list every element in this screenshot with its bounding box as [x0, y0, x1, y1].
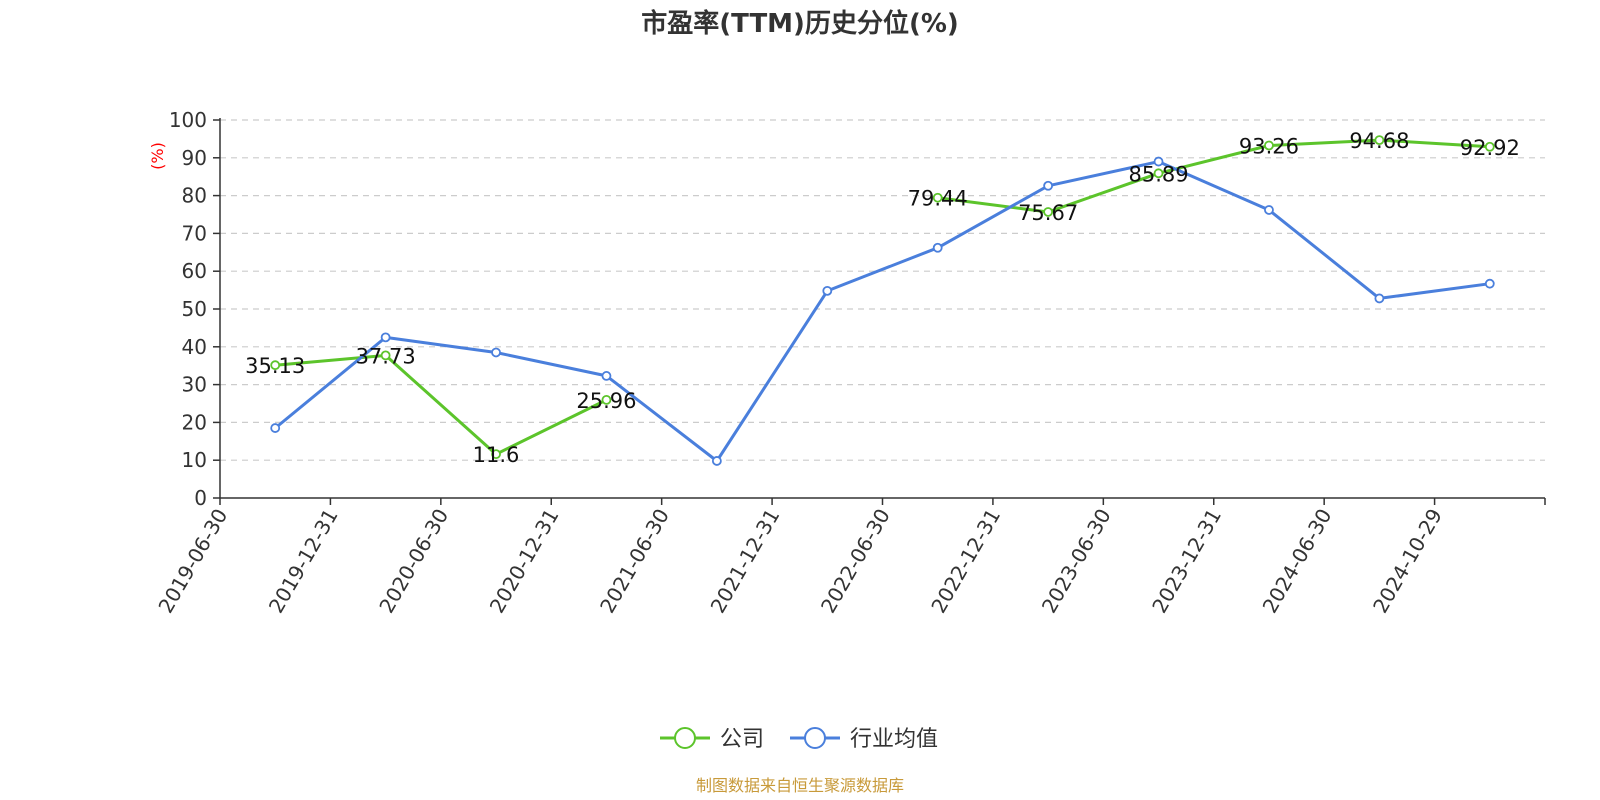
x-tick-label-11: 2024-10-29	[1368, 505, 1447, 618]
y-tick-label-0: 0	[194, 486, 207, 510]
series-1-point-6	[932, 242, 943, 253]
series-1-point-1	[380, 332, 391, 343]
series-1-point-4	[711, 456, 722, 466]
legend-marker-1	[804, 727, 826, 749]
legend[interactable]: 公司 行业均值	[660, 727, 938, 752]
x-tick-label-2: 2020-06-30	[374, 505, 453, 618]
grid-lines	[220, 119, 1545, 461]
series-line-0	[275, 138, 1490, 456]
y-tick-label-2: 20	[182, 410, 207, 434]
series-0	[270, 135, 1495, 460]
x-tick-label-0: 2019-06-30	[153, 505, 232, 618]
x-tick-label-3: 2020-12-31	[485, 505, 564, 618]
series-1-point-5	[822, 285, 833, 296]
data-label-0-0: 35.13	[245, 354, 305, 378]
series-1-point-7	[1043, 180, 1054, 191]
data-labels: 35.13 37.73 11.6 25.96 79.44 75.67 85.89 93.26 9…	[245, 129, 1520, 467]
series-1-point-0	[270, 423, 281, 433]
legend-label-1: 行业均值	[850, 727, 938, 752]
legend-item-1[interactable]: 行业均值	[790, 727, 938, 752]
x-tick-label-7: 2022-12-31	[926, 505, 1005, 618]
series-layer	[270, 135, 1495, 466]
series-0-point-10	[1374, 135, 1385, 146]
series-0-point-8	[1153, 168, 1164, 179]
x-tick-label-9: 2023-12-31	[1147, 505, 1226, 618]
y-tick-label-10: 100	[169, 108, 207, 132]
series-0-point-7	[1043, 207, 1054, 217]
data-label-0-7: 75.67	[1018, 201, 1078, 225]
data-label-0-11: 92.92	[1460, 136, 1520, 160]
data-label-0-1: 37.73	[356, 344, 416, 368]
legend-label-0: 公司	[720, 727, 764, 752]
data-label-0-9: 93.26	[1239, 134, 1299, 158]
series-0-point-9	[1264, 140, 1274, 151]
series-1-point-10	[1374, 293, 1385, 304]
y-tick-label-5: 50	[182, 297, 207, 321]
y-tick-label-4: 40	[182, 335, 207, 359]
series-1-point-8	[1153, 156, 1164, 167]
y-tick-label-6: 60	[182, 259, 207, 283]
y-tick-label-9: 90	[182, 146, 207, 170]
source-note: 制图数据来自恒生聚源数据库	[696, 776, 904, 795]
y-axis-label: (%)	[148, 142, 167, 170]
x-tick-label-4: 2021-06-30	[595, 505, 674, 618]
series-0-point-1	[380, 350, 391, 361]
x-tick-label-8: 2023-06-30	[1037, 505, 1116, 618]
series-0-point-11	[1484, 141, 1495, 152]
x-tick-label-5: 2021-12-31	[706, 505, 785, 618]
y-tick-label-8: 80	[182, 184, 207, 208]
series-line-1	[274, 160, 1490, 463]
series-0-point-0	[270, 360, 281, 371]
y-tick-label-7: 70	[182, 221, 207, 245]
legend-item-0[interactable]: 公司	[660, 727, 764, 752]
data-label-0-6: 79.44	[908, 187, 968, 211]
series-0-point-6	[932, 192, 943, 203]
x-tick-label-1: 2019-12-31	[264, 505, 343, 618]
data-label-0-3: 25.96	[576, 389, 636, 413]
y-tick-label-1: 10	[182, 448, 207, 472]
data-label-0-8: 85.89	[1128, 162, 1188, 186]
series-0-point-3	[601, 394, 612, 405]
legend-marker-0	[674, 727, 696, 749]
series-1-point-3	[601, 371, 612, 381]
series-1-point-11	[1484, 278, 1495, 289]
data-label-0-2: 11.6	[473, 443, 520, 467]
x-tick-label-10: 2024-06-30	[1258, 505, 1337, 618]
y-tick-label-3: 30	[182, 373, 207, 397]
chart-title: 市盈率(TTM)历史分位(%)	[641, 8, 959, 39]
series-1-point-2	[491, 347, 501, 358]
series-1	[270, 156, 1495, 466]
x-tick-label-6: 2022-06-30	[816, 505, 895, 618]
series-1-point-9	[1264, 205, 1274, 215]
series-0-point-2	[491, 449, 501, 460]
data-label-0-10: 94.68	[1349, 129, 1409, 153]
